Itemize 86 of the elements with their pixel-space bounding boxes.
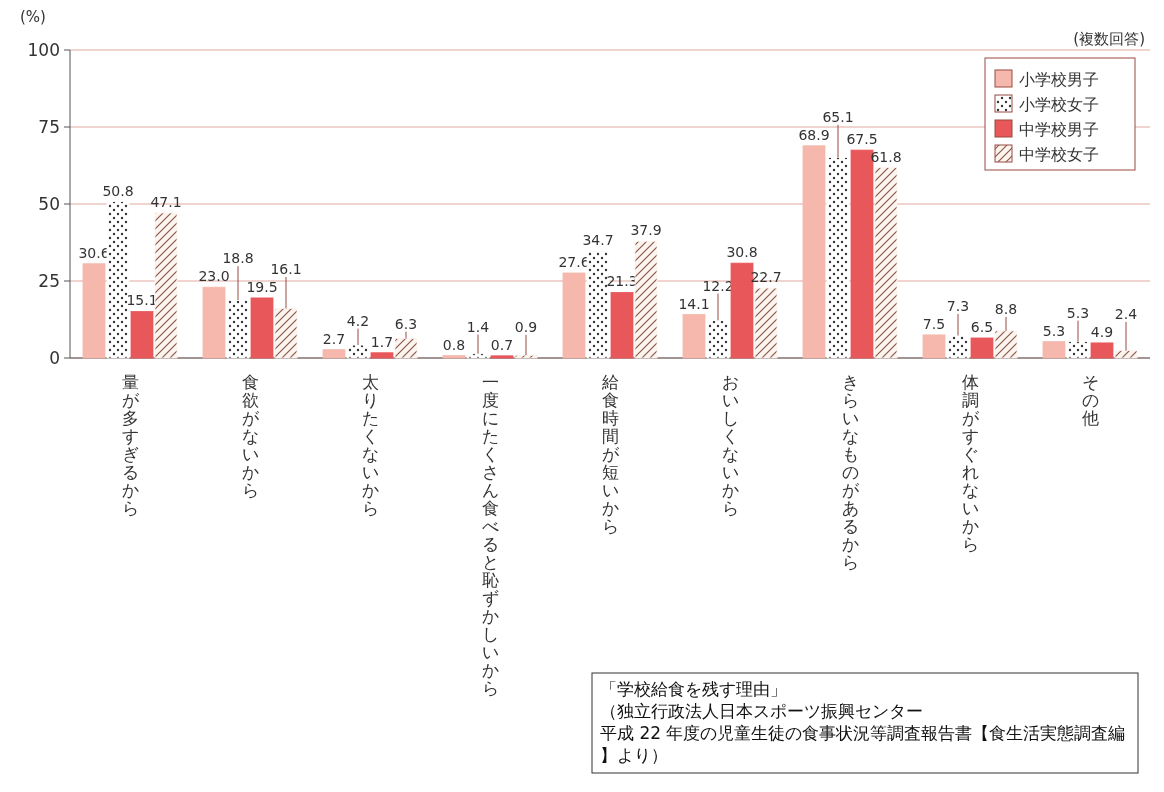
category-label: きらいなものがあるから — [841, 372, 859, 572]
bar — [754, 287, 778, 359]
legend-label: 小学校女子 — [1019, 95, 1099, 114]
bar — [1066, 341, 1090, 359]
y-tick-label: 50 — [38, 194, 60, 214]
data-label: 4.2 — [346, 312, 370, 329]
bar — [130, 311, 154, 359]
x-tick-label: 食欲がないから — [241, 372, 260, 500]
bar — [106, 201, 130, 359]
legend-label: 中学校男子 — [1019, 120, 1099, 139]
bar — [154, 212, 178, 359]
text: (複数回答) — [1073, 30, 1145, 48]
data-label: 0.9 — [514, 318, 538, 335]
data-label: 6.3 — [394, 315, 418, 332]
bar — [514, 354, 538, 359]
bar — [442, 355, 466, 359]
data-label: 23.0 — [198, 268, 230, 285]
data-label: 65.1 — [822, 108, 854, 125]
x-tick-label: 量が多すぎるから — [121, 372, 140, 518]
bar — [802, 145, 826, 359]
bar — [322, 349, 346, 359]
x-tick-label: おいしくないから — [721, 372, 739, 518]
bar — [826, 157, 850, 359]
bar — [1090, 342, 1114, 359]
bar — [634, 240, 658, 359]
data-label: 7.5 — [922, 315, 946, 332]
y-tick-label: 100 — [27, 40, 60, 60]
data-label: 1.4 — [466, 318, 490, 335]
bar — [274, 308, 298, 359]
data-label: 47.1 — [150, 193, 182, 210]
data-label: 14.1 — [678, 295, 710, 312]
data-label: 68.9 — [798, 126, 830, 143]
data-label: 16.1 — [270, 260, 302, 277]
data-label: 6.5 — [970, 318, 994, 335]
data-label: 19.5 — [246, 278, 278, 295]
category-label: 体調がすぐれないから — [961, 372, 979, 554]
bar — [706, 320, 730, 359]
data-label: 2.7 — [322, 330, 346, 347]
bar — [490, 355, 514, 359]
x-tick-label: その他 — [1081, 372, 1099, 428]
text: 「学校給食を残す理由」 — [600, 679, 787, 699]
bar — [1114, 350, 1138, 359]
bar — [1042, 341, 1066, 359]
data-label: 67.5 — [846, 131, 878, 148]
y-tick-label: 75 — [38, 117, 60, 137]
bar — [682, 314, 706, 359]
data-label: 8.8 — [994, 300, 1018, 317]
data-label: 50.8 — [102, 182, 134, 199]
bar — [394, 338, 418, 359]
bar — [370, 352, 394, 359]
data-label: 7.3 — [946, 297, 970, 314]
category-label: 給食時間が短いから — [601, 372, 619, 536]
data-label: 15.1 — [126, 292, 158, 309]
category-label: 一度にたくさん食べると恥ずかしいから — [481, 372, 499, 698]
x-tick-label: 太りたくないから — [361, 372, 379, 518]
bar — [994, 330, 1018, 359]
bar — [610, 292, 634, 359]
bar — [466, 353, 490, 359]
y-axis-title: (%) — [20, 8, 46, 26]
data-label: 2.4 — [1114, 305, 1138, 322]
data-label: 1.7 — [370, 333, 394, 350]
bar — [922, 334, 946, 359]
bar — [226, 299, 250, 359]
data-label: 5.3 — [1066, 304, 1090, 321]
data-label: 30.8 — [726, 244, 758, 261]
bar — [874, 167, 898, 359]
bar — [250, 297, 274, 359]
data-label: 4.9 — [1090, 323, 1114, 340]
data-label: 34.7 — [582, 232, 614, 249]
bar — [202, 286, 226, 359]
data-label: 5.3 — [1042, 322, 1066, 339]
bar — [82, 263, 106, 359]
y-tick-label: 25 — [38, 271, 60, 291]
text: （独立行政法人日本スポーツ振興センター — [600, 701, 923, 721]
bar — [346, 344, 370, 359]
data-label: 0.7 — [490, 336, 514, 353]
data-label: 0.8 — [442, 336, 466, 353]
bar — [970, 337, 994, 359]
legend-label: 小学校男子 — [1019, 70, 1099, 89]
bar — [562, 272, 586, 359]
text: 平成 22 年度の児童生徒の食事状況等調査報告書【食生活実態調査編】より） — [600, 723, 1126, 765]
data-label: 37.9 — [630, 222, 662, 239]
y-tick-label: 0 — [49, 348, 60, 368]
data-label: 18.8 — [222, 250, 254, 267]
legend-label: 中学校女子 — [1019, 145, 1099, 164]
bar — [946, 335, 970, 359]
